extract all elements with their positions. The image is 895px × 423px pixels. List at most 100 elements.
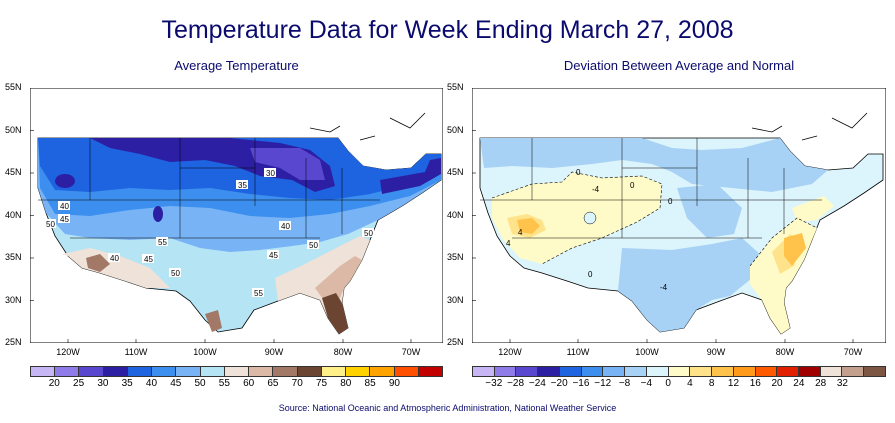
legend-swatch [646,367,669,376]
lat-tick-label: 30N [5,294,22,305]
average-temperature-subtitle: Average Temperature [174,58,299,73]
legend-swatch [176,367,201,376]
legend-color-bar [30,366,443,377]
legend-label: 4 [687,378,693,389]
lat-tick-label: 45N [447,167,464,177]
legend-label: −4 [640,378,653,389]
legend-swatch [864,367,885,376]
legend-label: 45 [170,378,182,389]
contour-label: 55 [254,289,263,298]
lon-tick-label: 110W [124,347,148,357]
legend-swatch [494,367,517,376]
legend-swatch [690,367,713,376]
lon-tick-label: 120W [498,347,522,357]
contour-label: 0 [630,181,635,190]
average-temperature-legend: 20 25 30 35 40 45 50 55 60 65 70 75 80 85 90 [30,366,443,389]
lon-tick-label: 90W [264,347,284,357]
contour-label: 0 [668,197,673,206]
legend-swatch [516,367,539,376]
contour-label: 55 [158,238,167,247]
legend-label: 16 [749,378,761,389]
legend-label: 90 [388,378,400,389]
legend-swatch [820,367,843,376]
legend-label: 24 [793,378,805,389]
lat-tick-label: 55N [5,82,22,92]
legend-label: 12 [727,378,740,389]
lon-tick-label: 100W [635,347,659,357]
legend-swatch [538,367,560,376]
lat-tick-label: 35N [5,252,22,262]
contour-label: 50 [364,229,373,238]
lon-tick-label: 70W [401,347,421,357]
legend-swatch [777,367,800,376]
legend-swatch [321,367,347,376]
legend-swatch [249,367,274,376]
legend-swatch [799,367,821,376]
lon-tick-label: 110W [566,347,590,357]
legend-label: −28 [507,378,525,389]
legend-swatch [200,367,225,376]
legend-label: 0 [665,378,671,389]
source-note: Source: National Oceanic and Atmospheric… [278,403,617,413]
contour-label: 0 [576,168,581,177]
legend-swatch [418,367,442,376]
legend-swatch [297,367,322,376]
lat-tick-label: 25N [447,337,464,347]
lat-tick-label: 30N [447,294,464,305]
legend-label: 20 [48,378,60,389]
legend-swatch [559,367,582,376]
contour-label: 50 [309,241,318,250]
legend-label: −20 [550,378,568,389]
legend-label: 40 [145,378,158,389]
legend-swatch [103,367,128,376]
temperature-deviation-map: 0 0 -4 0 -4 0 4 4 [472,88,886,343]
legend-label: 50 [194,378,206,389]
legend-swatch [394,367,419,376]
legend-swatch [370,367,395,376]
legend-swatch [733,367,756,376]
contour-label: 0 [588,270,593,279]
contour-label: 40 [60,202,69,211]
average-temperature-map: 30 35 40 45 50 55 40 45 40 50 45 50 55 5… [30,88,443,343]
legend-label: 32 [836,378,848,389]
contour-label: 40 [281,222,290,231]
legend-swatch [668,367,691,376]
lon-tick-label: 70W [843,347,863,357]
legend-swatch [127,367,153,376]
lon-tick-label: 90W [706,347,726,357]
legend-label: 55 [218,378,230,389]
deviation-subtitle: Deviation Between Average and Normal [563,58,795,73]
legend-label: 70 [291,378,303,389]
lat-tick-label: 50N [5,124,22,135]
contour-label: -4 [592,185,600,194]
contour-label: 35 [238,181,247,190]
legend-label: 25 [73,378,85,389]
legend-labels: 20 25 30 35 40 45 50 55 60 65 70 75 80 85 90 [30,377,443,389]
lat-tick-label: 55N [447,82,464,92]
legend-label: −16 [572,378,590,389]
legend-swatch [603,367,626,376]
contour-label: 45 [60,215,69,224]
legend-label: 85 [364,378,376,389]
contour-label: 40 [110,254,119,263]
legend-label: 75 [315,378,328,389]
legend-label: −8 [618,378,631,389]
contour-label: 50 [46,220,55,229]
legend-label: 60 [243,378,255,389]
legend-label: 30 [97,378,109,389]
legend-label: 20 [771,378,783,389]
legend-swatch [755,367,778,376]
lon-tick-label: 80W [333,347,353,357]
lat-tick-label: 40N [5,209,22,220]
legend-label: 28 [815,378,827,389]
legend-swatch [224,367,250,376]
contour-label: 50 [171,269,180,278]
contour-label: -4 [660,283,668,292]
legend-label: −24 [528,378,546,389]
contour-label: 4 [506,239,511,248]
legend-swatch [55,367,80,376]
legend-label: −32 [485,378,503,389]
lon-tick-label: 80W [775,347,795,357]
legend-swatch [31,367,56,376]
legend-swatch [625,367,647,376]
